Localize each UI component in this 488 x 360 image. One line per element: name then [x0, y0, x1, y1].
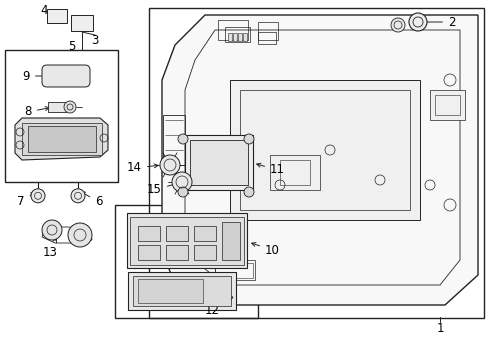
Circle shape	[390, 18, 404, 32]
Polygon shape	[162, 15, 477, 305]
Bar	[163, 115, 184, 165]
Bar	[47, 9, 67, 23]
Text: 4: 4	[40, 4, 64, 17]
Bar	[238, 33, 242, 41]
Bar	[258, 32, 275, 44]
Bar	[429, 90, 464, 120]
FancyBboxPatch shape	[42, 65, 90, 87]
Text: 15: 15	[147, 182, 178, 197]
Bar	[138, 245, 160, 260]
Text: 7: 7	[18, 192, 35, 208]
Circle shape	[68, 223, 92, 247]
Bar	[128, 272, 236, 310]
Text: 10: 10	[251, 243, 279, 256]
Circle shape	[178, 134, 187, 144]
Bar	[165, 245, 187, 260]
Text: 9: 9	[22, 69, 48, 82]
Bar	[232, 33, 237, 41]
Circle shape	[244, 134, 253, 144]
Circle shape	[31, 189, 45, 203]
Bar	[218, 20, 247, 40]
Bar	[269, 155, 319, 190]
Text: 3: 3	[91, 33, 99, 46]
Text: 8: 8	[24, 105, 49, 118]
Text: 12: 12	[204, 297, 232, 316]
Circle shape	[408, 13, 426, 31]
Bar	[215, 260, 254, 280]
Bar	[149, 8, 483, 318]
Circle shape	[64, 101, 76, 113]
Text: 2: 2	[413, 15, 454, 28]
Bar	[165, 226, 187, 241]
Text: 1: 1	[435, 321, 443, 334]
Bar	[227, 33, 231, 41]
Text: 14: 14	[127, 162, 158, 175]
Bar	[215, 263, 252, 278]
Bar	[138, 226, 160, 241]
Bar	[22, 123, 102, 155]
Bar	[190, 140, 247, 185]
Bar	[280, 160, 309, 185]
Circle shape	[178, 187, 187, 197]
Bar	[224, 27, 249, 42]
Bar	[133, 276, 230, 306]
Bar	[127, 213, 246, 268]
Bar	[130, 217, 244, 265]
Bar	[28, 126, 96, 152]
Circle shape	[244, 187, 253, 197]
Bar	[194, 245, 216, 260]
Circle shape	[71, 189, 85, 203]
Text: 6: 6	[81, 192, 102, 208]
Bar	[243, 33, 246, 41]
Bar	[71, 15, 93, 31]
Bar	[48, 102, 66, 112]
Circle shape	[42, 220, 62, 240]
Bar	[115, 205, 258, 318]
Text: 11: 11	[256, 163, 285, 176]
Bar	[5, 50, 118, 182]
Text: 5: 5	[68, 40, 76, 53]
Polygon shape	[15, 118, 108, 160]
Bar	[194, 226, 216, 241]
Bar	[184, 135, 252, 190]
Bar	[138, 279, 203, 303]
Circle shape	[172, 172, 192, 192]
Bar	[258, 22, 278, 40]
Bar	[222, 222, 240, 260]
Polygon shape	[229, 80, 419, 220]
Circle shape	[160, 155, 180, 175]
Bar	[434, 95, 459, 115]
Text: 13: 13	[42, 238, 57, 258]
